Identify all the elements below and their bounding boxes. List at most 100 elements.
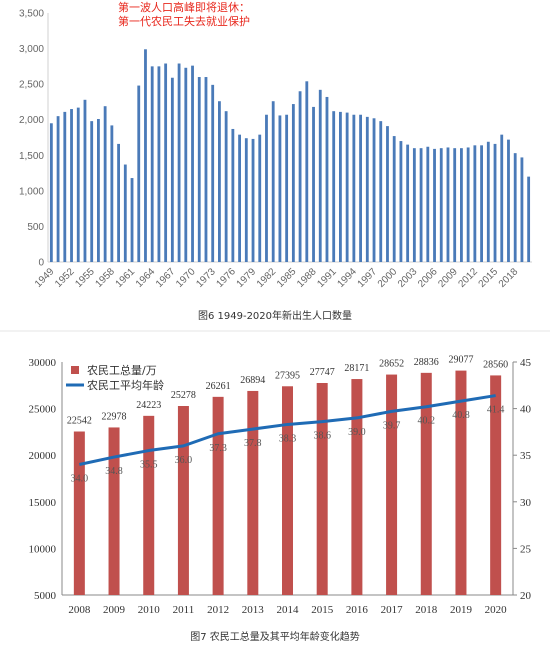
c2-y-tick-right: 35 xyxy=(520,450,532,462)
c1-y-tick-label: 2,000 xyxy=(19,115,44,126)
c1-bar xyxy=(291,104,295,262)
c1-bar xyxy=(204,77,208,263)
c2-bar-labels: 22542 22978 24223 25278 26261 26894 27395 27747… xyxy=(67,355,508,427)
c2-bar xyxy=(212,396,224,595)
c1-bar xyxy=(312,106,315,262)
c2-age-value: 40.2 xyxy=(418,416,436,427)
c2-y-tick-right: 45 xyxy=(520,357,532,369)
c1-bar xyxy=(339,111,342,262)
c2-x-tick-label: 2019 xyxy=(450,604,473,616)
c2-bar xyxy=(351,379,363,595)
c1-bar xyxy=(527,176,531,262)
c1-bar xyxy=(386,126,389,262)
c2-bar-value: 26261 xyxy=(206,381,231,392)
c2-x-tick-label: 2018 xyxy=(415,604,438,616)
c2-y-tick-right: 25 xyxy=(520,543,532,555)
c2-age-line xyxy=(79,394,496,466)
c2-x-tick-label: 2010 xyxy=(138,604,161,616)
c1-bar xyxy=(520,157,524,262)
c2-age-value: 35.5 xyxy=(140,460,158,471)
c1-x-tick-label: 1988 xyxy=(295,266,319,290)
c2-y-tick-left: 5000 xyxy=(34,590,57,602)
c1-bar xyxy=(460,148,463,262)
c2-bar-value: 24223 xyxy=(136,400,161,411)
c1-bar xyxy=(184,67,188,262)
c2-bar xyxy=(177,406,189,595)
c1-bar xyxy=(298,91,302,262)
c2-x-tick-label: 2012 xyxy=(207,604,229,616)
c1-bar xyxy=(318,89,322,262)
c2-age-value: 34.8 xyxy=(105,466,123,477)
c1-x-tick-label: 2000 xyxy=(376,266,400,290)
c2-age-value: 39.7 xyxy=(383,420,401,431)
c1-bar xyxy=(83,99,87,263)
c2-y-tick-left: 20000 xyxy=(29,450,57,462)
c1-bar xyxy=(493,143,497,262)
c1-annotation-line-1: 第一波人口高峰即将退休： xyxy=(118,0,250,14)
c1-bar xyxy=(513,153,517,262)
c1-bar xyxy=(56,116,60,263)
c1-bar xyxy=(137,85,141,263)
c2-bar-value: 22978 xyxy=(102,411,127,422)
c2-bar-value: 22542 xyxy=(67,416,92,427)
c2-bar-value: 28560 xyxy=(483,359,508,370)
c1-bar xyxy=(157,66,161,262)
c1-bars xyxy=(49,49,531,263)
c1-bar xyxy=(211,84,215,263)
c1-x-tick-label: 2009 xyxy=(436,266,460,290)
c2-y-tick-left: 15000 xyxy=(29,497,57,509)
c1-bar xyxy=(265,114,268,262)
c2-x-tick-label: 2017 xyxy=(381,604,404,616)
c2-bar xyxy=(420,372,432,595)
c1-x-tick-label: 1994 xyxy=(335,266,359,290)
c2-bar xyxy=(143,415,155,595)
c2-bars xyxy=(73,370,502,595)
c2-bar xyxy=(247,390,259,595)
c1-x-tick-label: 1979 xyxy=(235,266,259,290)
c1-bar xyxy=(332,111,336,262)
c1-bar xyxy=(164,63,168,262)
c1-bar xyxy=(399,141,403,262)
c1-caption: 图6 1949-2020年新出生人口数量 xyxy=(198,309,352,322)
c1-bar xyxy=(500,134,504,262)
c2-y-tick-left: 30000 xyxy=(29,357,57,369)
c2-age-value: 34.0 xyxy=(71,474,89,485)
c1-bar xyxy=(507,139,510,262)
c2-y-tick-right: 30 xyxy=(520,497,532,509)
c1-bar xyxy=(372,118,376,262)
c2-bar-value: 28836 xyxy=(414,357,439,368)
c2-x-tick-label: 2015 xyxy=(311,604,334,616)
legend-bar-label: 农民工总量/万 xyxy=(87,363,157,377)
c1-bar xyxy=(117,143,120,262)
c1-bar xyxy=(251,138,255,262)
c1-bar xyxy=(412,148,416,262)
c2-y-ticks-right: 20 25 30 35 40 45 xyxy=(513,357,532,602)
c1-bar xyxy=(130,178,134,262)
c1-x-tick-label: 2006 xyxy=(416,266,440,290)
c2-bar-value: 28171 xyxy=(344,363,369,374)
c1-bar xyxy=(258,134,262,262)
c2-bar-value: 27395 xyxy=(275,370,300,381)
c1-x-tick-label: 1982 xyxy=(255,266,279,290)
c2-y-tick-right: 20 xyxy=(520,590,532,602)
c2-bar xyxy=(282,386,293,595)
c1-x-tick-label: 1991 xyxy=(315,266,339,290)
c2-bar xyxy=(490,375,502,595)
c1-bar xyxy=(49,123,53,263)
c1-bar xyxy=(110,125,114,262)
c1-y-tick-label: 1,500 xyxy=(19,151,44,162)
c1-y-tick-label: 500 xyxy=(27,222,44,233)
c1-bar xyxy=(191,65,194,262)
c2-bar xyxy=(316,382,328,595)
c2-age-value: 38.3 xyxy=(279,433,297,444)
c2-age-value: 37.8 xyxy=(244,438,262,449)
c2-x-tick-label: 2013 xyxy=(242,604,265,616)
c2-age-labels: 34.0 34.8 35.5 36.0 37.3 37.8 38.3 38.6 39.0 39.7… xyxy=(71,405,505,485)
c1-bar xyxy=(426,146,430,262)
c1-bar xyxy=(244,138,248,262)
c1-bar xyxy=(218,101,221,263)
c1-bar xyxy=(63,111,67,262)
c1-x-tick-label: 1952 xyxy=(53,266,77,290)
c1-bar xyxy=(352,114,356,262)
